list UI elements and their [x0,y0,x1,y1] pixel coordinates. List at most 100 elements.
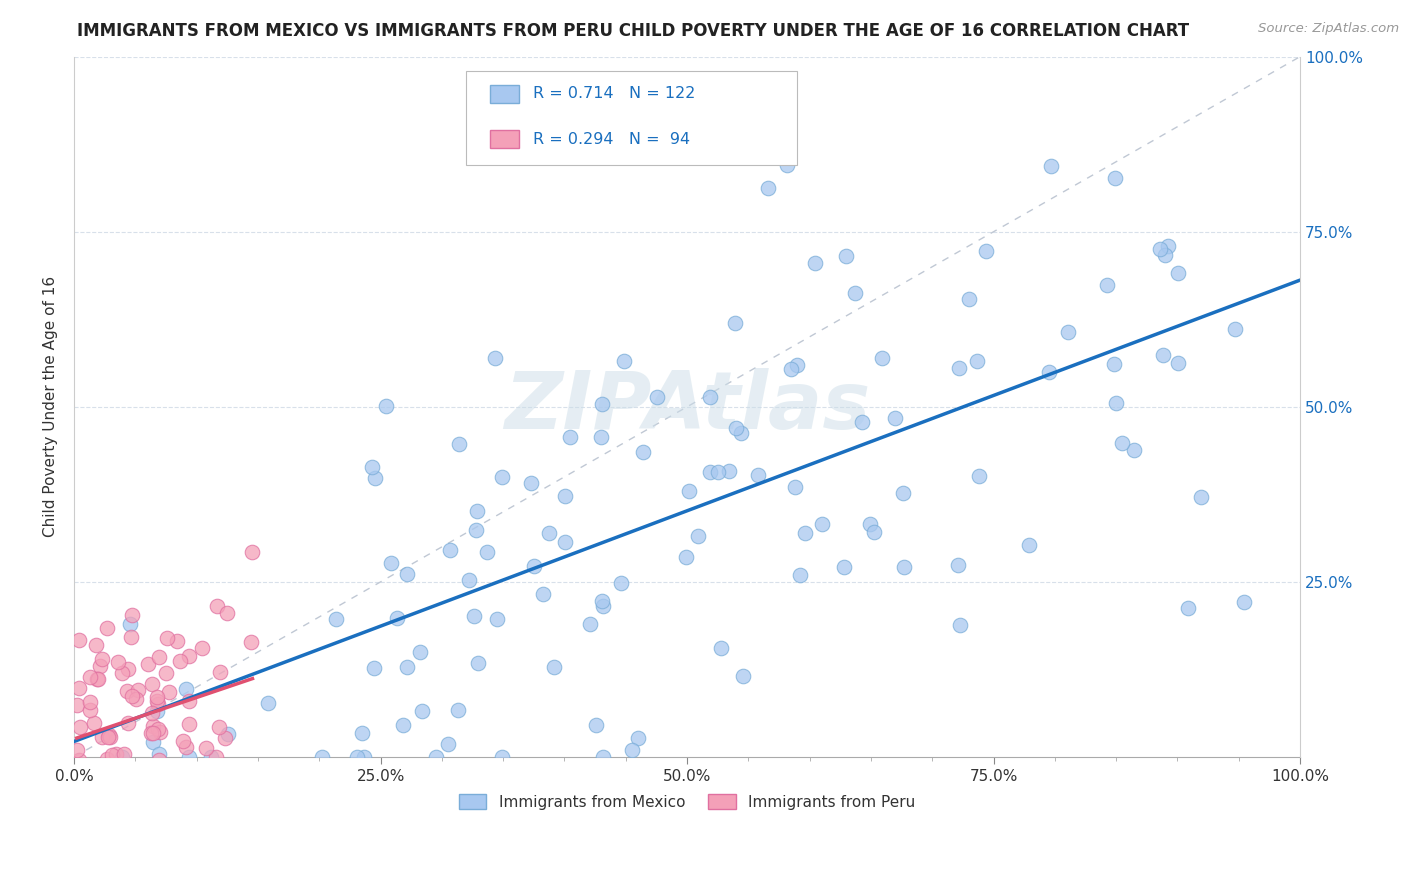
Point [205,749,228,764]
Point [148,754,170,768]
Point [325,612,347,626]
Point [112,759,135,773]
Point [200,750,222,764]
Point [776,158,799,172]
Point [350,726,373,740]
FancyBboxPatch shape [489,130,519,148]
Point [107,655,129,669]
Point [209,665,232,679]
Point [176,740,198,755]
Point [121,689,143,703]
Point [69,720,91,734]
Point [531,587,554,601]
Point [87,673,110,687]
Point [86,673,108,687]
Point [756,181,779,195]
Point [121,608,143,623]
Point [523,559,546,574]
Point [872,351,894,366]
Point [179,694,201,708]
Point [115,684,138,698]
Point [558,430,581,444]
Point [859,517,882,532]
Point [395,566,418,581]
Point [177,649,200,664]
Point [84,764,107,778]
Point [804,256,827,270]
Point [779,362,801,376]
Point [1167,356,1189,370]
Point [107,764,129,778]
Point [166,633,188,648]
Point [129,764,152,778]
Point [731,669,754,683]
Point [155,666,177,681]
Point [675,550,697,565]
Point [1095,277,1118,292]
Point [491,750,513,764]
Point [364,471,387,485]
Point [1233,595,1256,609]
Point [475,545,498,559]
Point [217,606,239,620]
Point [112,747,135,761]
Point [1040,159,1063,173]
Point [131,764,153,778]
Point [66,743,89,757]
Point [1189,490,1212,504]
Point [72,764,94,778]
Point [110,764,132,778]
Point [436,737,458,751]
Point [141,726,163,740]
Point [111,750,134,764]
Point [1149,242,1171,256]
Point [169,654,191,668]
Text: Source: ZipAtlas.com: Source: ZipAtlas.com [1258,22,1399,36]
Text: R = 0.714   N = 122: R = 0.714 N = 122 [533,87,695,102]
Point [385,610,408,624]
Point [146,764,169,778]
Point [96,752,118,766]
Point [707,466,730,480]
Point [111,665,134,680]
Point [79,670,101,684]
Point [89,658,111,673]
Point [146,722,169,736]
Point [172,734,194,748]
Point [631,445,654,459]
Point [148,747,170,761]
Point [117,715,139,730]
Point [94,764,117,778]
Point [1102,357,1125,371]
Point [118,617,141,632]
Point [554,534,576,549]
Point [627,731,650,745]
Point [1111,436,1133,450]
Point [132,764,155,778]
Point [257,696,280,710]
Point [449,437,471,451]
Point [149,724,172,739]
FancyBboxPatch shape [467,70,797,165]
Point [194,740,217,755]
Point [141,677,163,691]
Point [1057,325,1080,339]
Point [463,608,485,623]
Point [363,661,385,675]
Point [1154,248,1177,262]
Point [136,657,159,672]
Point [974,244,997,258]
Point [786,358,808,372]
Point [863,525,886,540]
Point [409,645,432,659]
Point [949,618,972,632]
Point [946,558,969,573]
Point [124,764,146,778]
Point [585,718,607,732]
Point [127,683,149,698]
Point [467,656,489,670]
Point [484,351,506,365]
Point [1104,170,1126,185]
Point [205,599,228,613]
Point [613,354,636,368]
